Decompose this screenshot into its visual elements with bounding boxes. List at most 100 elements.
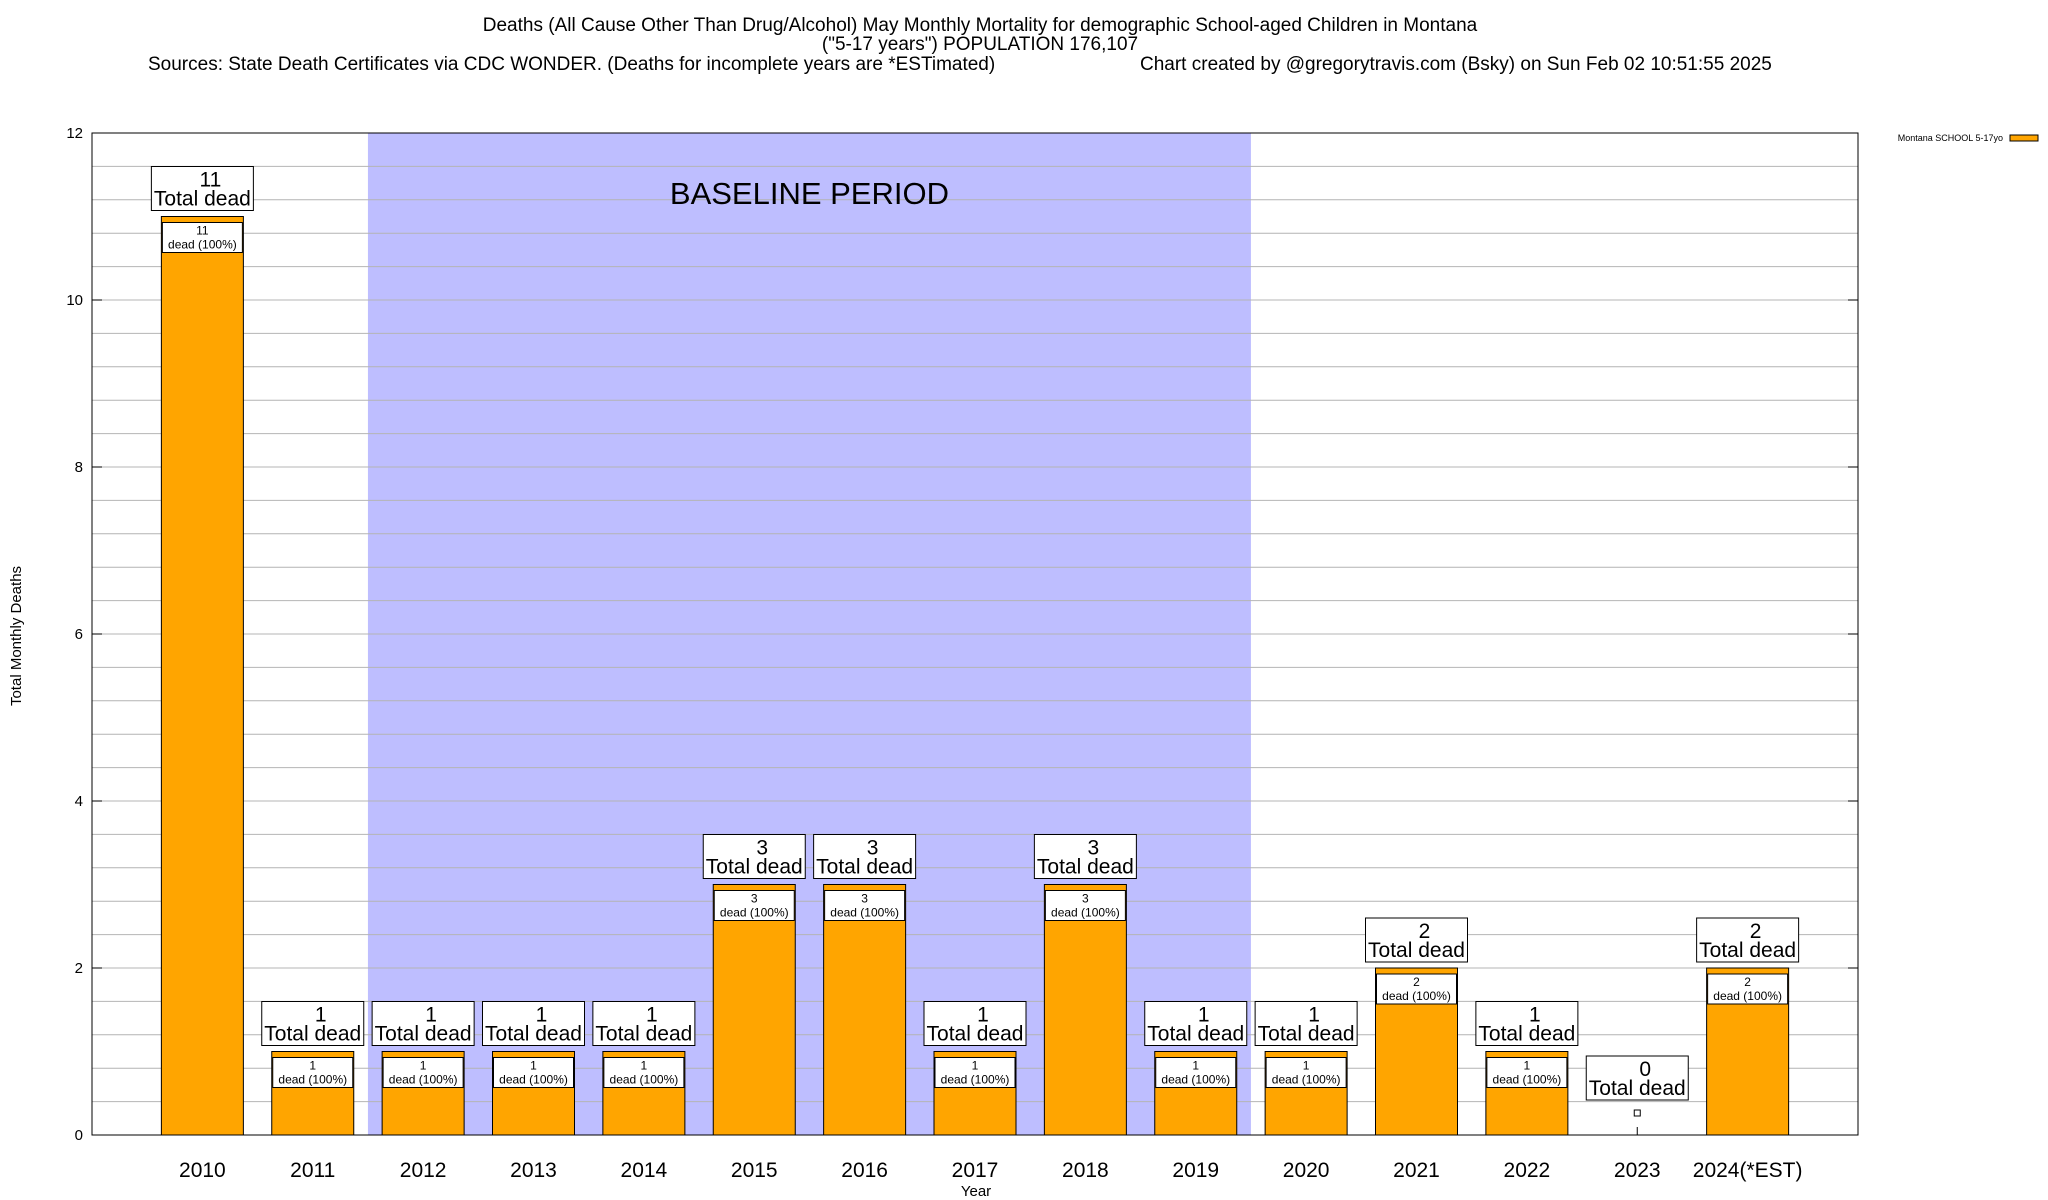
total-label: Total dead xyxy=(1368,939,1465,962)
total-value: 3 xyxy=(756,837,768,860)
total-label-box xyxy=(1585,1055,1689,1101)
bar-inner-label: dead (100%) xyxy=(830,906,899,920)
bar-inner-label-box xyxy=(382,1057,464,1088)
total-label: Total dead xyxy=(485,1023,582,1046)
y-tick-label: 4 xyxy=(75,793,83,810)
bar-inner-label: dead (100%) xyxy=(610,1073,679,1087)
bar-inner-value: 1 xyxy=(309,1059,316,1073)
plot-border xyxy=(91,132,1859,1136)
bar-inner-label-box xyxy=(1486,1057,1568,1088)
y-tick-label: 6 xyxy=(75,626,83,643)
bar-inner-label-box xyxy=(824,890,906,921)
total-label-box xyxy=(1696,917,1800,963)
total-label-box xyxy=(923,1001,1027,1046)
x-tick-label: 2015 xyxy=(731,1159,778,1182)
bar-inner-label: dead (100%) xyxy=(1493,1073,1562,1087)
total-value: 1 xyxy=(1308,1004,1320,1027)
total-label-box xyxy=(261,1001,365,1046)
total-label-box xyxy=(592,1001,696,1046)
bar-inner-label-box xyxy=(603,1057,685,1088)
bar-inner-label-box xyxy=(1044,890,1126,921)
bar-inner-value: 1 xyxy=(530,1059,537,1073)
total-value: 1 xyxy=(536,1004,548,1027)
total-label-box xyxy=(482,1001,585,1046)
x-axis-label: Year xyxy=(961,1183,991,1200)
x-tick-label: 2023 xyxy=(1614,1159,1661,1182)
bar-inner-label-box xyxy=(934,1057,1016,1088)
x-tick-label: 2020 xyxy=(1283,1159,1330,1182)
x-tick-label: 2024(*EST) xyxy=(1693,1159,1803,1182)
bar-inner-label: dead (100%) xyxy=(278,1073,347,1087)
bar-inner-value: 1 xyxy=(641,1059,648,1073)
bar-inner-label: dead (100%) xyxy=(499,1073,568,1087)
bar-inner-value: 2 xyxy=(1744,975,1751,989)
zero-marker xyxy=(1633,1109,1641,1117)
total-value: 2 xyxy=(1419,920,1431,943)
total-label: Total dead xyxy=(595,1023,692,1046)
bar-inner-value: 1 xyxy=(1192,1059,1199,1073)
x-tick-label: 2014 xyxy=(621,1159,668,1182)
x-tick-label: 2011 xyxy=(290,1159,335,1182)
bar-inner-label-box xyxy=(713,890,795,921)
total-label-box xyxy=(1365,917,1468,963)
bar-inner-value: 3 xyxy=(861,892,868,906)
total-value: 1 xyxy=(1198,1004,1210,1027)
x-tick-label: 2019 xyxy=(1172,1159,1219,1182)
bar-inner-label-box xyxy=(161,222,243,253)
bar-inner-label: dead (100%) xyxy=(1382,989,1451,1003)
bar-inner-value: 1 xyxy=(1303,1059,1310,1073)
chart-sources: Sources: State Death Certificates via CD… xyxy=(148,54,995,75)
bar-inner-value: 3 xyxy=(751,892,758,906)
total-label: Total dead xyxy=(1589,1077,1686,1100)
total-value: 1 xyxy=(315,1004,327,1027)
bar-inner-label-box xyxy=(1376,973,1457,1005)
bar-inner-label-box xyxy=(1265,1057,1347,1088)
y-axis-label: Total Monthly Deaths xyxy=(8,566,25,706)
y-tick-label: 10 xyxy=(66,292,83,309)
y-tick-label: 2 xyxy=(75,960,83,977)
total-label: Total dead xyxy=(1037,856,1134,879)
bar xyxy=(1043,884,1127,1136)
total-label: Total dead xyxy=(1699,939,1796,962)
bar-inner-label: dead (100%) xyxy=(1713,989,1782,1003)
total-value: 11 xyxy=(199,169,221,192)
total-value: 1 xyxy=(1529,1004,1541,1027)
legend-swatch xyxy=(2009,134,2039,142)
bar-inner-label: dead (100%) xyxy=(168,238,237,252)
bar-inner-value: 1 xyxy=(420,1059,427,1073)
chart-title: Deaths (All Cause Other Than Drug/Alcoho… xyxy=(483,15,1478,36)
x-tick-label: 2017 xyxy=(952,1159,999,1182)
total-label: Total dead xyxy=(927,1023,1024,1046)
x-tick-label: 2018 xyxy=(1062,1159,1109,1182)
bar-inner-value: 2 xyxy=(1413,975,1420,989)
total-label-box xyxy=(1033,834,1137,879)
total-label: Total dead xyxy=(264,1023,361,1046)
bar-inner-label: dead (100%) xyxy=(1272,1073,1341,1087)
total-label-box xyxy=(1475,1001,1579,1046)
total-label-box xyxy=(813,834,917,879)
total-value: 1 xyxy=(425,1004,437,1027)
x-tick-label: 2021 xyxy=(1393,1159,1440,1182)
bar-inner-value: 11 xyxy=(196,224,209,238)
chart-subtitle: ("5-17 years") POPULATION 176,107 xyxy=(822,34,1138,55)
total-value: 0 xyxy=(1639,1058,1651,1081)
total-label-box xyxy=(1144,1001,1248,1046)
total-label-box xyxy=(702,834,806,879)
baseline-period-label: BASELINE PERIOD xyxy=(670,176,949,211)
x-tick-label: 2022 xyxy=(1504,1159,1551,1182)
x-tick-label: 2010 xyxy=(179,1159,226,1182)
legend-label: Montana SCHOOL 5-17yo xyxy=(1898,133,2003,143)
bar-inner-value: 1 xyxy=(972,1059,979,1073)
total-label-box xyxy=(150,166,254,211)
bar-inner-label: dead (100%) xyxy=(720,906,789,920)
bar-inner-label-box xyxy=(493,1057,574,1088)
bar-inner-label-box xyxy=(272,1057,354,1088)
bar-inner-value: 1 xyxy=(1524,1059,1531,1073)
bar-inner-label: dead (100%) xyxy=(1051,906,1120,920)
bar-inner-label-box xyxy=(1155,1057,1237,1088)
bar-inner-label: dead (100%) xyxy=(1161,1073,1230,1087)
total-label: Total dead xyxy=(706,856,803,879)
total-value: 3 xyxy=(867,837,879,860)
y-tick-label: 0 xyxy=(75,1127,83,1144)
